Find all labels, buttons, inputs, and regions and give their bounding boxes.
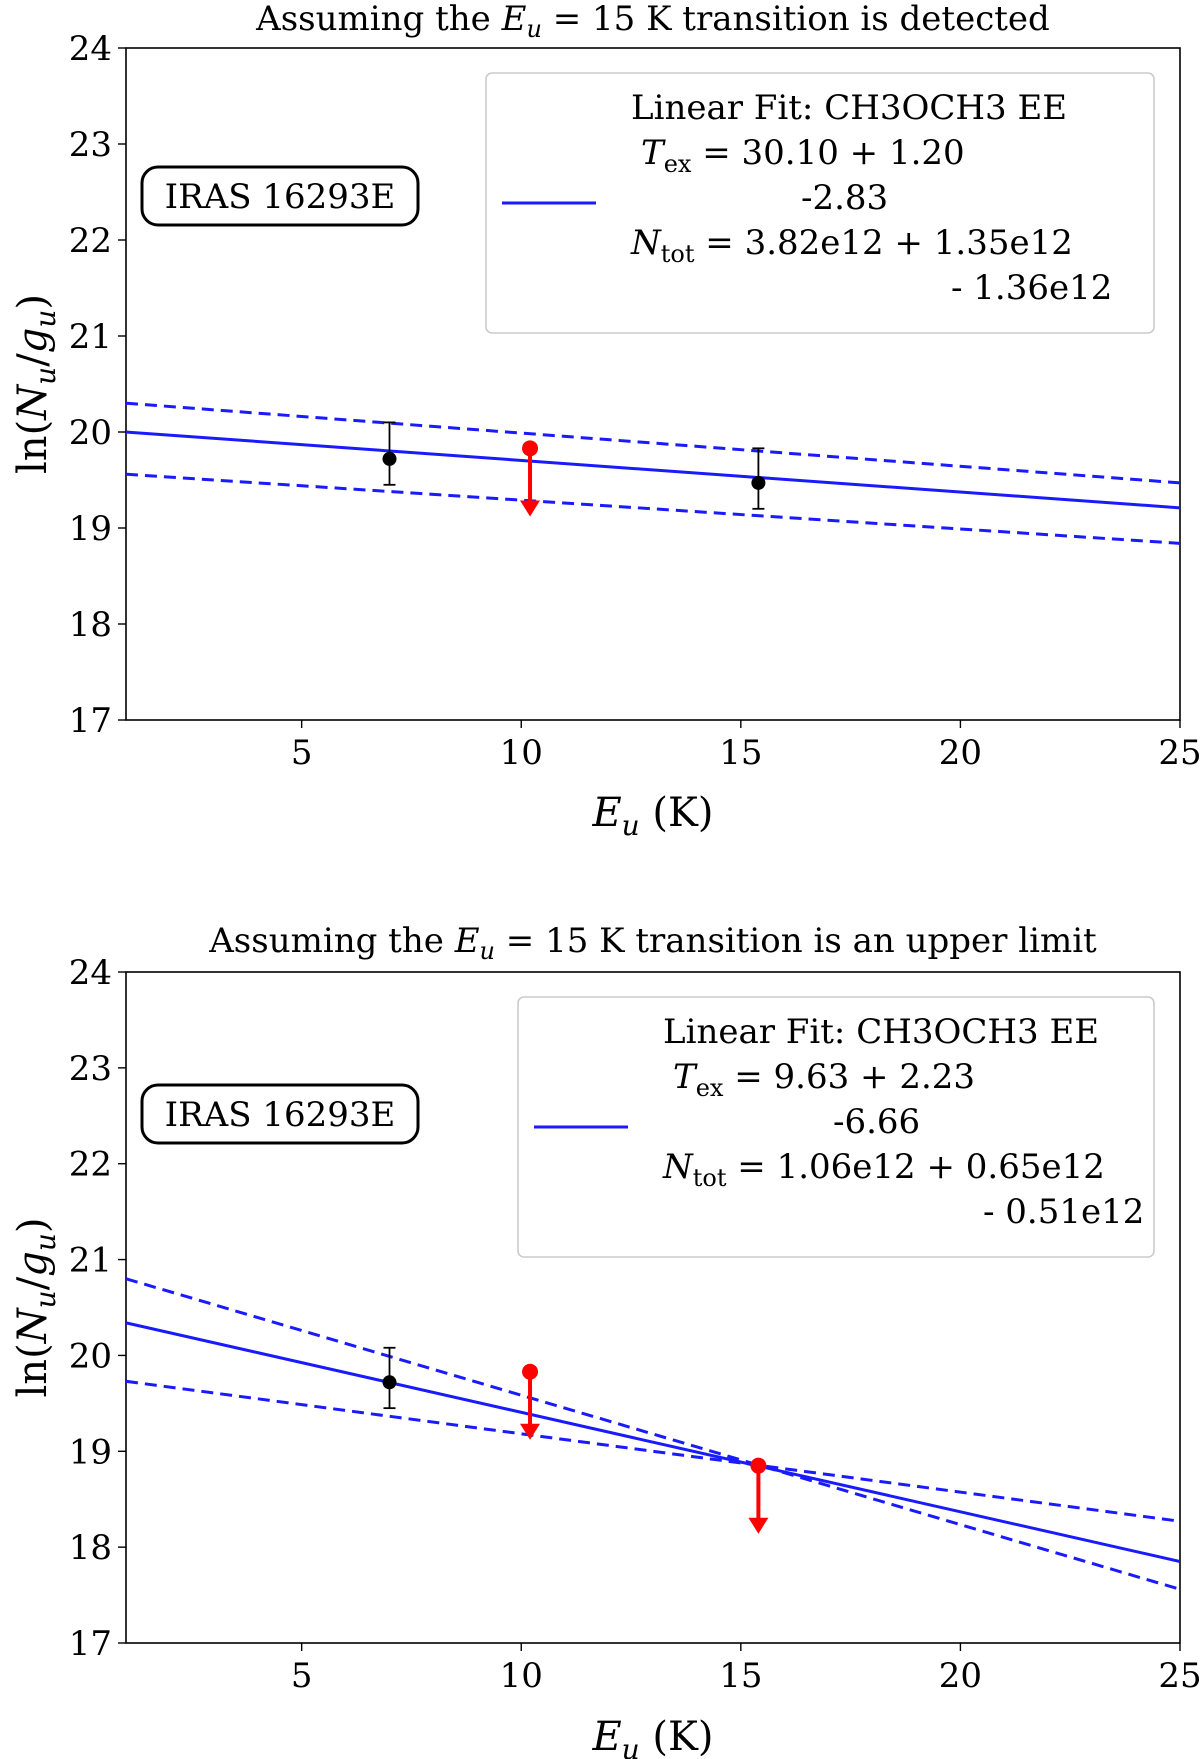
upper-limit-marker [750, 1457, 767, 1474]
y-tick-label: 18 [69, 605, 112, 645]
y-tick-label: 24 [69, 29, 112, 69]
legend-tex: Tex = 9.63 + 2.23 [673, 1057, 975, 1102]
y-tick-label: 19 [69, 509, 112, 549]
detection-marker [382, 1375, 397, 1390]
x-axis-label: Eu (K) [591, 1714, 713, 1759]
y-tick-label: 18 [69, 1528, 112, 1568]
upper-limit-arrow-head [520, 500, 541, 517]
y-tick-label: 19 [69, 1432, 112, 1472]
x-tick-label: 20 [939, 1656, 982, 1696]
x-tick-label: 10 [500, 1656, 543, 1696]
x-tick-label: 5 [291, 1656, 313, 1696]
legend-title: Linear Fit: CH3OCH3 EE [663, 1012, 1099, 1052]
y-axis-label: ln(Nu/gu) [10, 294, 62, 474]
x-tick-label: 25 [1158, 1656, 1200, 1696]
fit-line [126, 1321, 1180, 1563]
x-tick-label: 25 [1158, 733, 1200, 773]
upper-limit-marker [522, 440, 539, 457]
y-tick-label: 20 [69, 413, 112, 453]
chart-panel-2: Assuming the Eu = 15 K transition is an … [10, 921, 1200, 1759]
detection-point [751, 447, 766, 510]
legend-tex: Tex = 30.10 + 1.20 [641, 133, 965, 178]
legend: Linear Fit: CH3OCH3 EE Tex = 30.10 + 1.20… [485, 72, 1155, 334]
fit-lower-bound-line [126, 472, 1180, 545]
y-tick-label: 23 [69, 125, 112, 165]
x-tick-label: 20 [939, 733, 982, 773]
legend-ntot-minus: - 0.51e12 [983, 1192, 1144, 1232]
upper-limit-arrow-head [748, 1517, 769, 1534]
fit-line [126, 430, 1180, 510]
x-tick-label: 5 [291, 733, 313, 773]
x-tick-label: 10 [500, 733, 543, 773]
legend-tex-minus: -6.66 [833, 1102, 920, 1142]
y-tick-label: 22 [69, 1145, 112, 1185]
y-tick-label: 20 [69, 1336, 112, 1376]
legend-ntot: Ntot = 1.06e12 + 0.65e12 [662, 1147, 1105, 1192]
detection-point [382, 421, 397, 486]
x-tick-label: 15 [719, 733, 762, 773]
source-label-box: IRAS 16293E [140, 1083, 420, 1145]
y-tick-label: 21 [69, 1241, 112, 1281]
legend-title: Linear Fit: CH3OCH3 EE [631, 88, 1067, 128]
source-label: IRAS 16293E [165, 1095, 396, 1135]
legend-ntot-minus: - 1.36e12 [951, 268, 1112, 308]
y-tick-label: 17 [69, 701, 112, 741]
plot-frame [125, 47, 1181, 721]
upper-limit-point [520, 440, 541, 517]
legend-ntot: Ntot = 3.82e12 + 1.35e12 [630, 223, 1073, 268]
chart-title: Assuming the Eu = 15 K transition is det… [255, 0, 1050, 43]
chart-panel-1: Assuming the Eu = 15 K transition is det… [10, 0, 1200, 842]
y-tick-label: 23 [69, 1049, 112, 1089]
chart-title: Assuming the Eu = 15 K transition is an … [208, 921, 1097, 965]
x-tick-label: 15 [719, 1656, 762, 1696]
upper-limit-point [520, 1363, 541, 1440]
detection-marker [751, 475, 766, 490]
source-label-box: IRAS 16293E [140, 165, 420, 227]
y-tick-label: 21 [69, 317, 112, 357]
legend-tex-minus: -2.83 [801, 178, 888, 218]
upper-limit-arrow-head [520, 1423, 541, 1440]
fit-lower-bound-line [126, 1379, 1180, 1523]
y-axis-label: ln(Nu/gu) [10, 1218, 62, 1398]
fit-upper-bound-line [126, 1277, 1180, 1591]
upper-limit-point [748, 1457, 769, 1534]
x-axis-label: Eu (K) [591, 790, 713, 842]
y-tick-label: 24 [69, 953, 112, 993]
y-tick-label: 17 [69, 1624, 112, 1664]
detection-marker [382, 451, 397, 466]
y-tick-label: 22 [69, 221, 112, 261]
plot-frame [125, 971, 1181, 1644]
source-label: IRAS 16293E [165, 177, 396, 217]
detection-point [382, 1346, 397, 1410]
fit-upper-bound-line [126, 401, 1180, 485]
upper-limit-marker [522, 1363, 539, 1380]
